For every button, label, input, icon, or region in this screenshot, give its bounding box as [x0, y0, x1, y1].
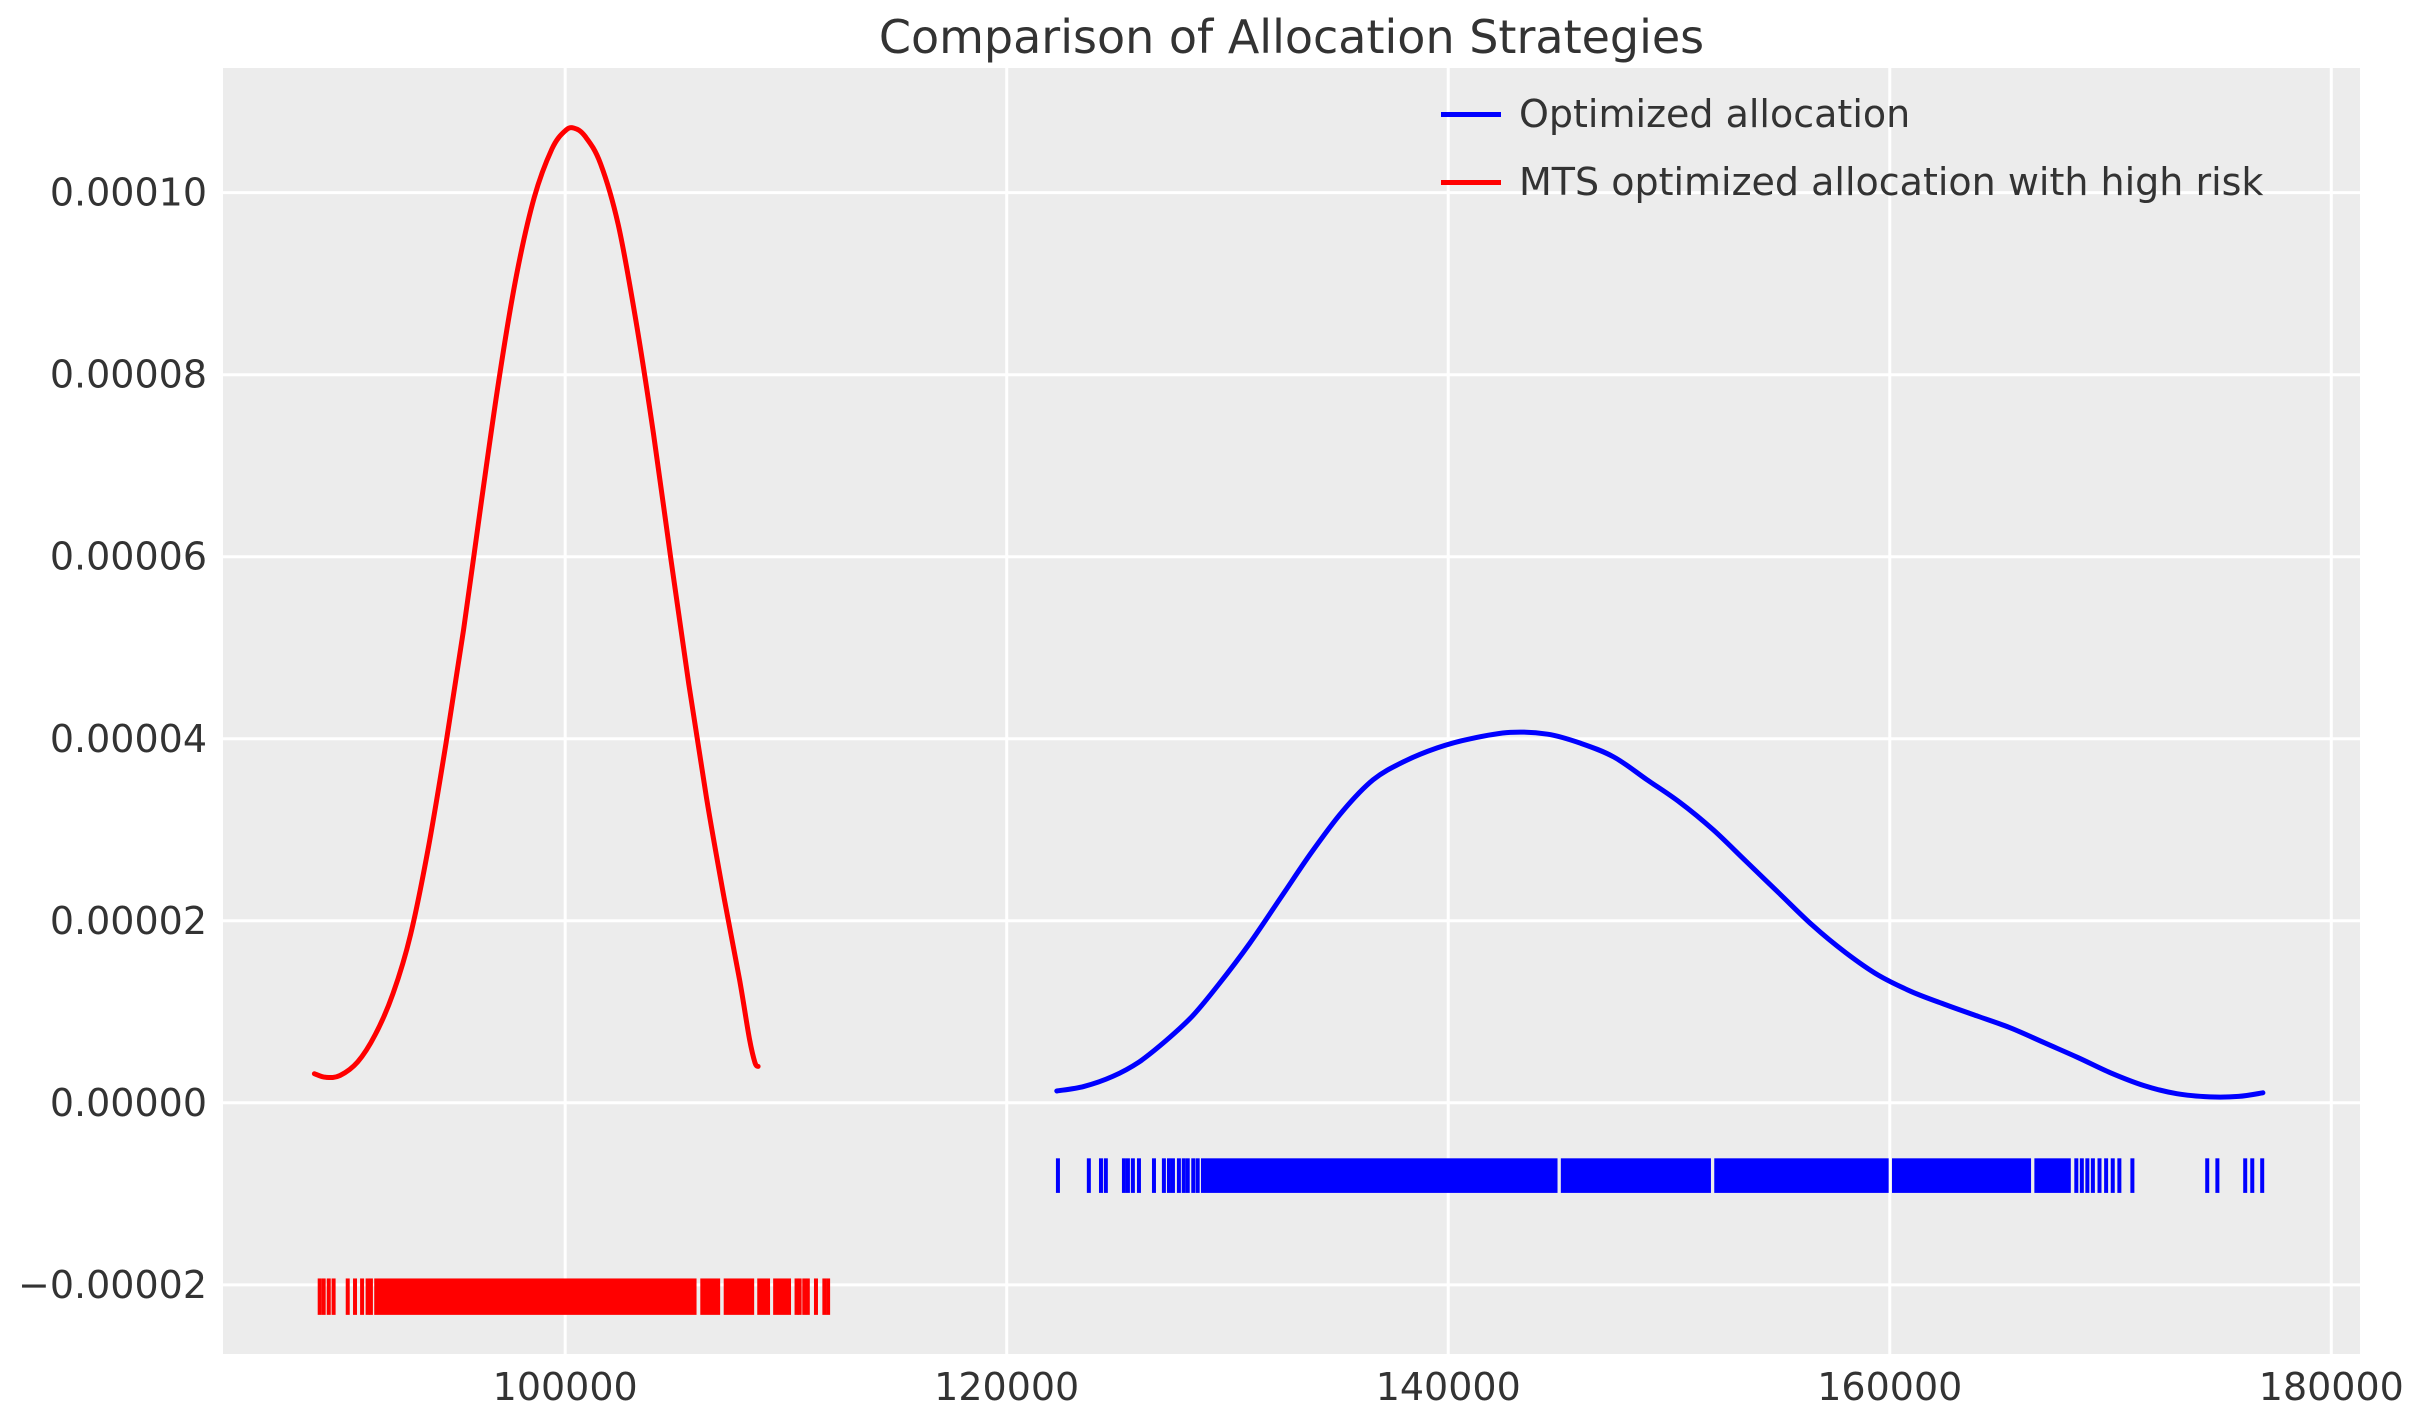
rug-band-optimized-allocation-samples — [1200, 1158, 1558, 1193]
x-tick-label: 180000 — [2259, 1365, 2404, 1409]
rug-band-mts-high-risk-samples — [374, 1278, 697, 1315]
rug-band-mts-high-risk-samples — [757, 1278, 771, 1315]
chart-title: Comparison of Allocation Strategies — [878, 10, 1705, 64]
x-tick-label: 160000 — [1817, 1365, 1962, 1409]
kde-curve-optimized — [1054, 729, 2266, 1100]
y-tick-label: −0.00002 — [18, 1263, 207, 1307]
rug-band-mts-high-risk-samples — [773, 1278, 792, 1315]
legend-entry-optimized: Optimized allocation — [1441, 88, 2263, 140]
legend-label-mts-high-risk: MTS optimized allocation with high risk — [1519, 160, 2264, 204]
legend: Optimized allocation MTS optimized alloc… — [1441, 88, 2263, 208]
legend-line-sample-red — [1441, 179, 1501, 185]
y-tick-label: 0.00008 — [50, 353, 207, 397]
axes-background — [223, 68, 2360, 1354]
y-tick-label: 0.00004 — [50, 717, 207, 761]
legend-label-optimized: Optimized allocation — [1519, 92, 1911, 136]
rug-band-optimized-allocation-samples — [1714, 1158, 1889, 1193]
x-tick-label: 140000 — [1376, 1365, 1521, 1409]
y-tick-label: 0.00010 — [50, 171, 207, 215]
rug-band-optimized-allocation-samples — [2034, 1158, 2071, 1193]
legend-line-sample-blue — [1441, 111, 1501, 117]
legend-entry-mts-high-risk: MTS optimized allocation with high risk — [1441, 156, 2263, 208]
x-tick-label: 120000 — [934, 1365, 1079, 1409]
rug-band-mts-high-risk-samples — [723, 1278, 755, 1315]
x-tick-label: 100000 — [493, 1365, 638, 1409]
y-tick-label: 0.00000 — [50, 1081, 207, 1125]
rug-band-mts-high-risk-samples — [700, 1278, 721, 1315]
kde-curve-mts-high-risk — [311, 125, 761, 1081]
rug-band-optimized-allocation-samples — [1560, 1158, 1711, 1193]
y-tick-label: 0.00002 — [50, 899, 207, 943]
y-tick-label: 0.00006 — [50, 535, 207, 579]
rug-band-optimized-allocation-samples — [1891, 1158, 2032, 1193]
